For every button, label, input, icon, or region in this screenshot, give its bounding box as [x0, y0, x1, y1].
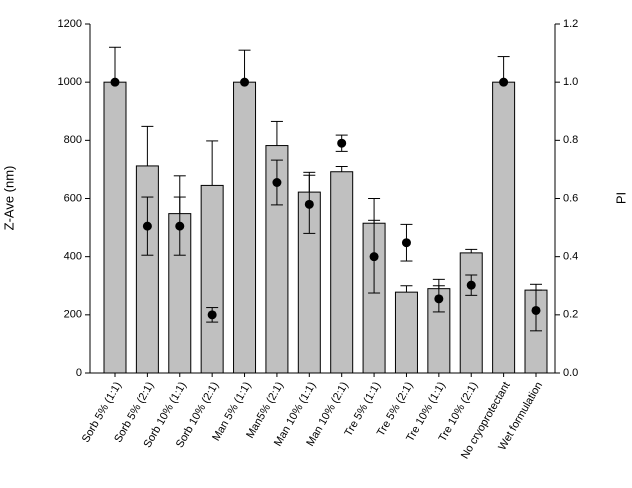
bar [394, 291, 418, 374]
y2-tick-label: 0.2 [563, 309, 578, 321]
point [401, 238, 411, 248]
bar [265, 145, 289, 374]
y-axis-title: Z-Ave (nm) [1, 166, 16, 231]
bar [233, 81, 257, 374]
bar [103, 81, 127, 374]
point [337, 138, 347, 148]
y-tick-label: 200 [64, 309, 82, 321]
bar [492, 81, 516, 374]
y-tick-label: 1200 [58, 18, 82, 30]
bar [459, 252, 483, 374]
point [531, 305, 541, 315]
point [175, 221, 185, 231]
y2-tick-label: 0.4 [563, 251, 578, 263]
y2-tick-label: 0.0 [563, 367, 578, 379]
y-tick-label: 600 [64, 192, 82, 204]
y-tick-label: 1000 [58, 76, 82, 88]
point [272, 178, 282, 188]
y2-tick-label: 0.8 [563, 134, 578, 146]
y-tick-label: 800 [64, 134, 82, 146]
y2-tick-label: 1.2 [563, 18, 578, 30]
y-tick-label: 0 [76, 367, 82, 379]
bar [330, 171, 354, 374]
bar [200, 184, 224, 374]
y2-tick-label: 1.0 [563, 76, 578, 88]
bar [135, 165, 159, 374]
point [240, 77, 250, 87]
y2-tick-label: 0.6 [563, 192, 578, 204]
point [499, 77, 509, 87]
point [304, 199, 314, 209]
point [369, 252, 379, 262]
point [110, 77, 120, 87]
point [207, 310, 217, 320]
point [466, 280, 476, 290]
point [142, 221, 152, 231]
y2-axis-title: PI [613, 192, 628, 204]
point [434, 294, 444, 304]
y-tick-label: 400 [64, 251, 82, 263]
